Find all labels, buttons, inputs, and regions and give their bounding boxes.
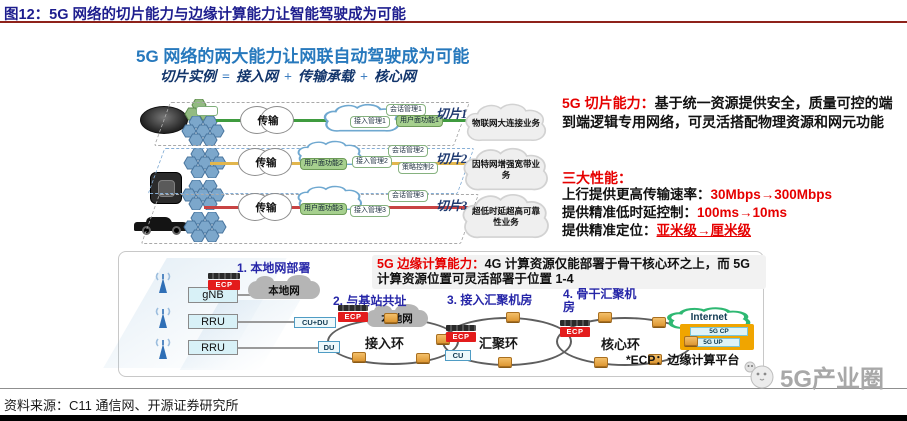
router-node <box>684 336 698 346</box>
formula-term: 核心网 <box>373 70 416 85</box>
plus-sign: + <box>283 70 292 85</box>
access-ring-label: 接入环 <box>365 336 405 351</box>
performance-item: 上行提供更高传输速率：30Mbps→300Mbps <box>562 187 833 202</box>
aggregation-ring-label: 汇聚环 <box>479 336 519 351</box>
position-1-label: 1. 本地网部署 <box>237 261 311 275</box>
local-network-cloud: 本地网 <box>248 275 320 299</box>
server-ecp-icon <box>446 325 476 331</box>
performance-heading: 三大性能： <box>562 170 632 186</box>
access-mgmt-box: 接入管理3 <box>350 205 390 218</box>
edge-capability-body: 4G 计算资源仅能部署于骨干核心环之上，而 5G 计算资源位置可灵活部署于位置 … <box>377 257 750 286</box>
connector-line <box>238 294 254 296</box>
slice-2-label: 切片2 <box>436 152 468 166</box>
slicing-capability-text: 5G 切片能力：基于统一资源提供安全，质量可控的端到端逻辑专用网络，可灵活搭配物… <box>562 94 904 132</box>
brand-logo-text: 5G产业圈 <box>780 366 885 393</box>
position-3-label: 3. 接入汇聚机房 <box>447 293 533 307</box>
transport-node: 传输 <box>238 193 294 221</box>
formula-term: 切片实例 <box>160 70 216 85</box>
figure-title: 5G 网络的两大能力让网联自动驾驶成为可能 <box>136 47 470 66</box>
connector-line <box>238 321 296 323</box>
chick-logo-icon <box>744 361 774 389</box>
ecp-node: ECP <box>560 320 590 337</box>
policy-control-box: 策略控制2 <box>398 162 438 175</box>
car-icon <box>134 213 190 235</box>
service-label: 超低时延超高可靠性业务 <box>471 206 540 227</box>
router-node <box>352 352 366 362</box>
user-plane-box: 用户面功能1 <box>396 115 443 128</box>
ecp-footnote: *ECP：边缘计算平台 <box>626 353 740 367</box>
slicing-capability-body: 基于统一资源提供安全，质量可控的端到端逻辑专用网络，可灵活搭配物理资源和网元功能 <box>562 95 893 130</box>
router-node <box>384 313 398 323</box>
transport-node: 传输 <box>238 148 294 176</box>
formula-term: 传输承载 <box>297 70 354 85</box>
footer-divider <box>0 388 907 389</box>
access-mgmt-box: 接入管理1 <box>350 116 390 129</box>
ecp-tag: ECP <box>338 312 368 322</box>
slicing-capability-heading: 5G 切片能力： <box>562 95 655 111</box>
internet-label: Internet <box>690 312 728 323</box>
connector-line <box>238 347 318 349</box>
slice-formula: 切片实例 = 接入网 + 传输承载 + 核心网 <box>160 66 416 86</box>
server-ecp-icon <box>208 273 240 279</box>
cu-du-box: CU+DU <box>294 317 336 328</box>
cu-box: CU <box>445 350 471 361</box>
bottom-bar <box>0 415 907 421</box>
ecp-tag: ECP <box>560 327 590 337</box>
router-node <box>416 353 430 363</box>
transport-label: 传输 <box>255 157 277 169</box>
router-node <box>594 357 608 367</box>
antenna-icon <box>155 272 171 293</box>
tower-node-box <box>196 106 218 116</box>
ecp-node: ECP <box>446 325 476 342</box>
formula-term: 接入网 <box>235 70 278 85</box>
cp-box: 5G CP <box>690 327 748 336</box>
equals-sign: = <box>222 70 230 85</box>
user-plane-box: 用户面功能2 <box>300 158 347 171</box>
router-node <box>652 317 666 327</box>
session-mgmt-box: 会话管理3 <box>388 190 428 203</box>
tablet-icon <box>150 172 182 204</box>
server-ecp-icon <box>338 305 368 311</box>
ecp-tag: ECP <box>446 332 476 342</box>
device-oval-icon <box>140 106 188 134</box>
server-ecp-icon <box>560 320 590 326</box>
performance-item: 提供精准定位：亚米级→厘米级 <box>562 223 751 238</box>
performance-list: 上行提供更高传输速率：30Mbps→300Mbps 提供精准低时延控制：100m… <box>562 186 832 240</box>
title-divider <box>0 21 907 23</box>
transport-node: 传输 <box>240 106 296 134</box>
performance-item: 提供精准低时延控制：100ms→10ms <box>562 205 788 220</box>
slice-1-label: 切片1 <box>436 107 468 121</box>
router-node <box>506 312 520 322</box>
router-node <box>648 354 662 364</box>
edge-capability-heading: 5G 边缘计算能力： <box>377 257 485 271</box>
ecp-node: ECP <box>338 305 368 322</box>
source-note: 资料来源：C11 通信网、开源证券研究所 <box>4 398 239 413</box>
plus-sign: + <box>359 70 368 85</box>
ecp-tag: ECP <box>208 280 240 290</box>
rru-box: RRU <box>188 314 238 329</box>
router-node <box>498 357 512 367</box>
du-box: DU <box>318 341 340 353</box>
transport-label: 传输 <box>257 115 279 127</box>
session-mgmt-box: 会话管理1 <box>386 104 426 117</box>
ecp-node: ECP <box>208 273 240 290</box>
core-ring-label: 核心环 <box>601 337 641 352</box>
service-label: 物联网大连接业务 <box>471 118 540 128</box>
transport-label: 传输 <box>255 202 277 214</box>
position-4-label: 4. 骨干汇聚机房 <box>563 287 637 314</box>
slice-3-label: 切片3 <box>436 199 468 213</box>
page-title: 图12：5G 网络的切片能力与边缘计算能力让智能驾驶成为可能 <box>4 7 406 23</box>
edge-capability-text: 5G 边缘计算能力：4G 计算资源仅能部署于骨干核心环之上，而 5G 计算资源位… <box>372 255 766 289</box>
position-2-label: 2. 与基站共址 <box>333 294 407 308</box>
antenna-icon <box>155 307 171 328</box>
session-mgmt-box: 会话管理2 <box>388 145 428 158</box>
antenna-icon <box>155 338 171 359</box>
service-label: 因特网增强宽带业务 <box>471 159 540 180</box>
router-node <box>598 312 612 322</box>
access-mgmt-box: 接入管理2 <box>352 156 392 169</box>
rru-box: RRU <box>188 340 238 355</box>
user-plane-box: 用户面功能3 <box>300 203 347 216</box>
